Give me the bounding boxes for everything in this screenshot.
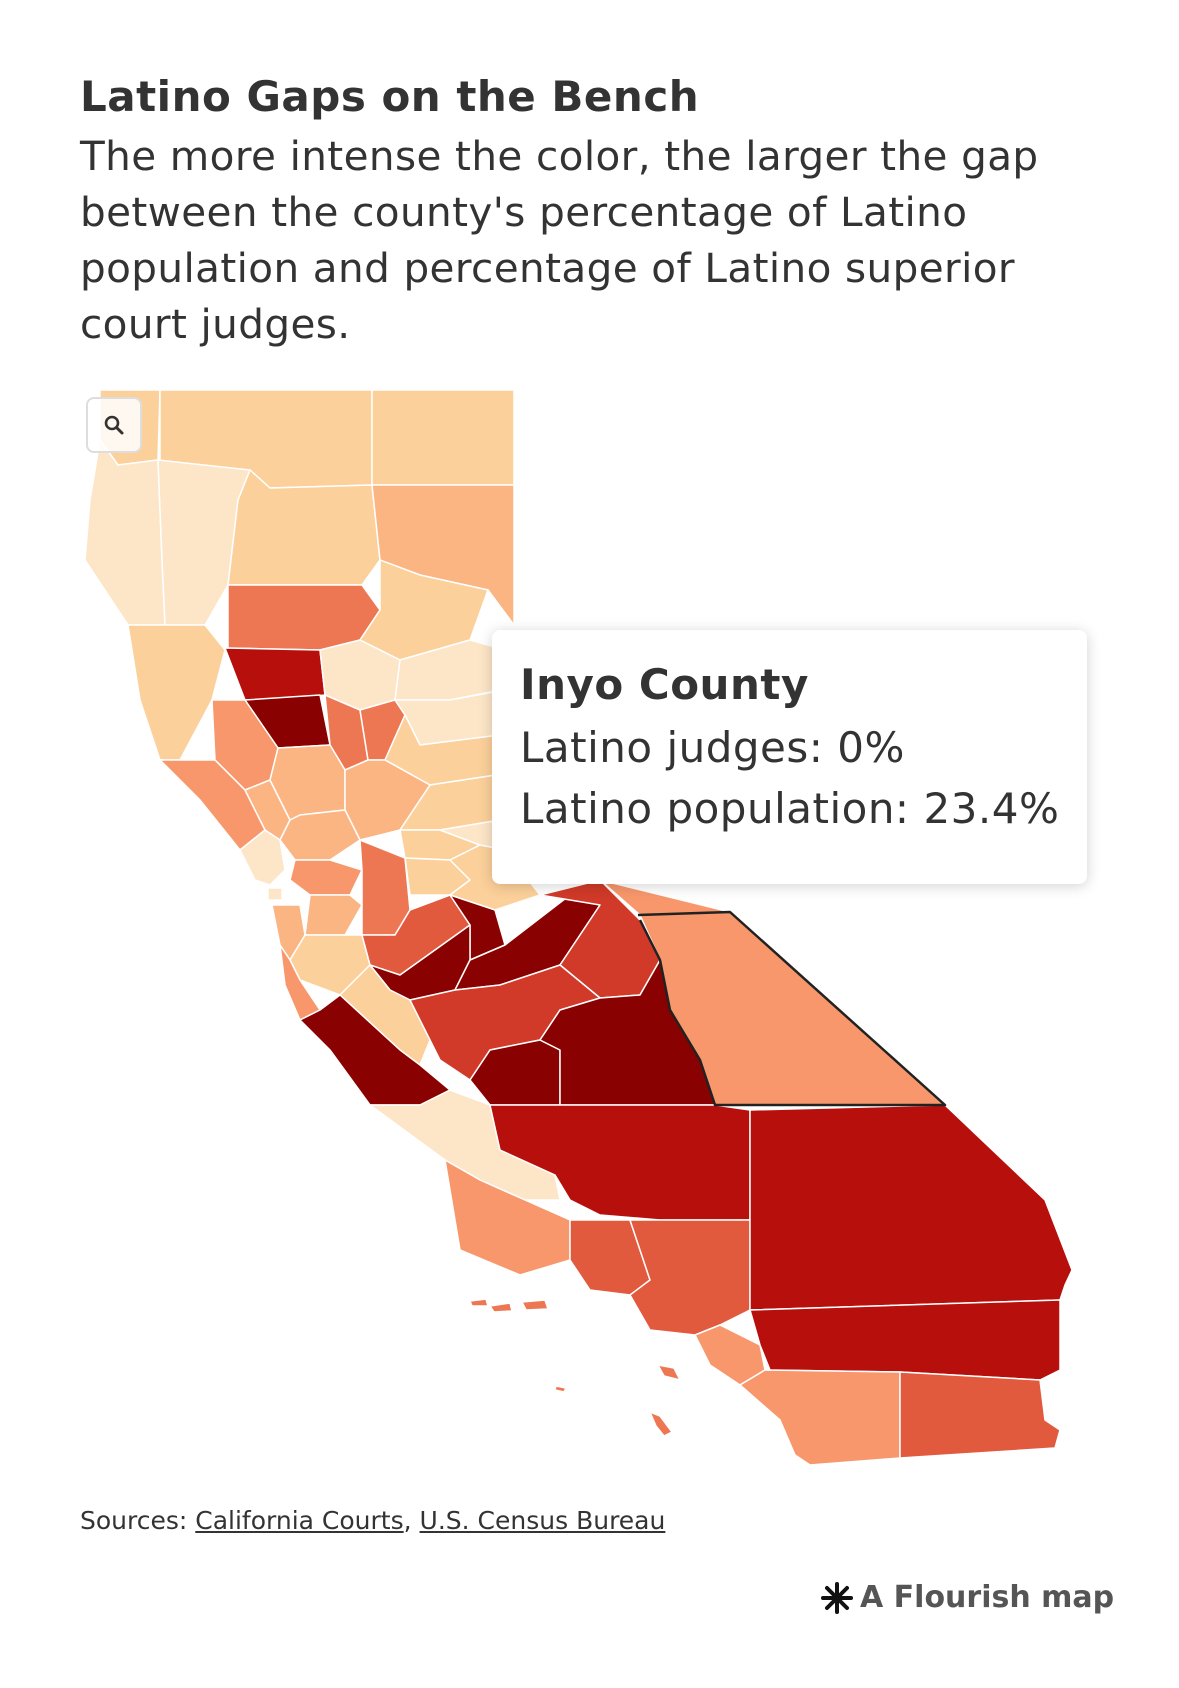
flourish-credit[interactable]: A Flourish map bbox=[820, 1580, 1114, 1615]
sources-label: Sources: bbox=[80, 1506, 188, 1535]
source-link-census-bureau[interactable]: U.S. Census Bureau bbox=[419, 1506, 666, 1535]
tooltip-population-row: Latino population: 23.4% bbox=[520, 784, 1087, 833]
source-link-california-courts[interactable]: California Courts bbox=[195, 1506, 404, 1535]
county-san-joaquin[interactable] bbox=[359, 839, 411, 936]
island-5 bbox=[554, 1385, 567, 1393]
island-4 bbox=[657, 1364, 681, 1381]
map-subtitle: The more intense the color, the larger t… bbox=[80, 132, 1039, 348]
county-riverside[interactable] bbox=[749, 1299, 1061, 1381]
tooltip-county-name: Inyo County bbox=[520, 660, 809, 709]
county-tooltip: Inyo County Latino judges: 0% Latino pop… bbox=[492, 630, 1087, 884]
island-3 bbox=[521, 1299, 549, 1311]
sources-line: Sources: California Courts, U.S. Census … bbox=[80, 1506, 665, 1535]
county-monterey[interactable] bbox=[299, 994, 451, 1106]
county-modoc[interactable] bbox=[371, 389, 515, 486]
county-mendocino[interactable] bbox=[127, 624, 226, 761]
tooltip-judges-row: Latino judges: 0% bbox=[520, 723, 1087, 772]
map-title: Latino Gaps on the Bench bbox=[80, 72, 700, 121]
county-imperial[interactable] bbox=[899, 1371, 1061, 1459]
tooltip-judges-value: 0% bbox=[837, 723, 905, 772]
island-2 bbox=[489, 1302, 513, 1313]
county-san-bernardino[interactable] bbox=[749, 1104, 1073, 1311]
county-san-francisco[interactable] bbox=[267, 887, 283, 901]
flourish-asterisk-icon bbox=[821, 1581, 853, 1614]
island-6 bbox=[649, 1411, 673, 1437]
zoom-button[interactable] bbox=[86, 397, 142, 453]
county-shasta[interactable] bbox=[227, 469, 381, 586]
tooltip-judges-label: Latino judges: bbox=[520, 723, 824, 772]
island-1 bbox=[469, 1298, 489, 1307]
search-icon bbox=[104, 415, 124, 435]
county-humboldt[interactable] bbox=[84, 439, 166, 626]
tooltip-population-value: 23.4% bbox=[923, 784, 1060, 833]
county-san-diego[interactable] bbox=[739, 1369, 901, 1466]
county-contra-costa[interactable] bbox=[289, 859, 363, 896]
county-glenn[interactable] bbox=[224, 647, 326, 701]
flourish-credit-text: A Flourish map bbox=[860, 1580, 1115, 1615]
sources-separator: , bbox=[403, 1506, 412, 1535]
inyo-outline bbox=[637, 910, 947, 1107]
county-alameda[interactable] bbox=[304, 894, 363, 936]
county-marin[interactable] bbox=[239, 829, 286, 886]
tooltip-population-label: Latino population: bbox=[520, 784, 910, 833]
